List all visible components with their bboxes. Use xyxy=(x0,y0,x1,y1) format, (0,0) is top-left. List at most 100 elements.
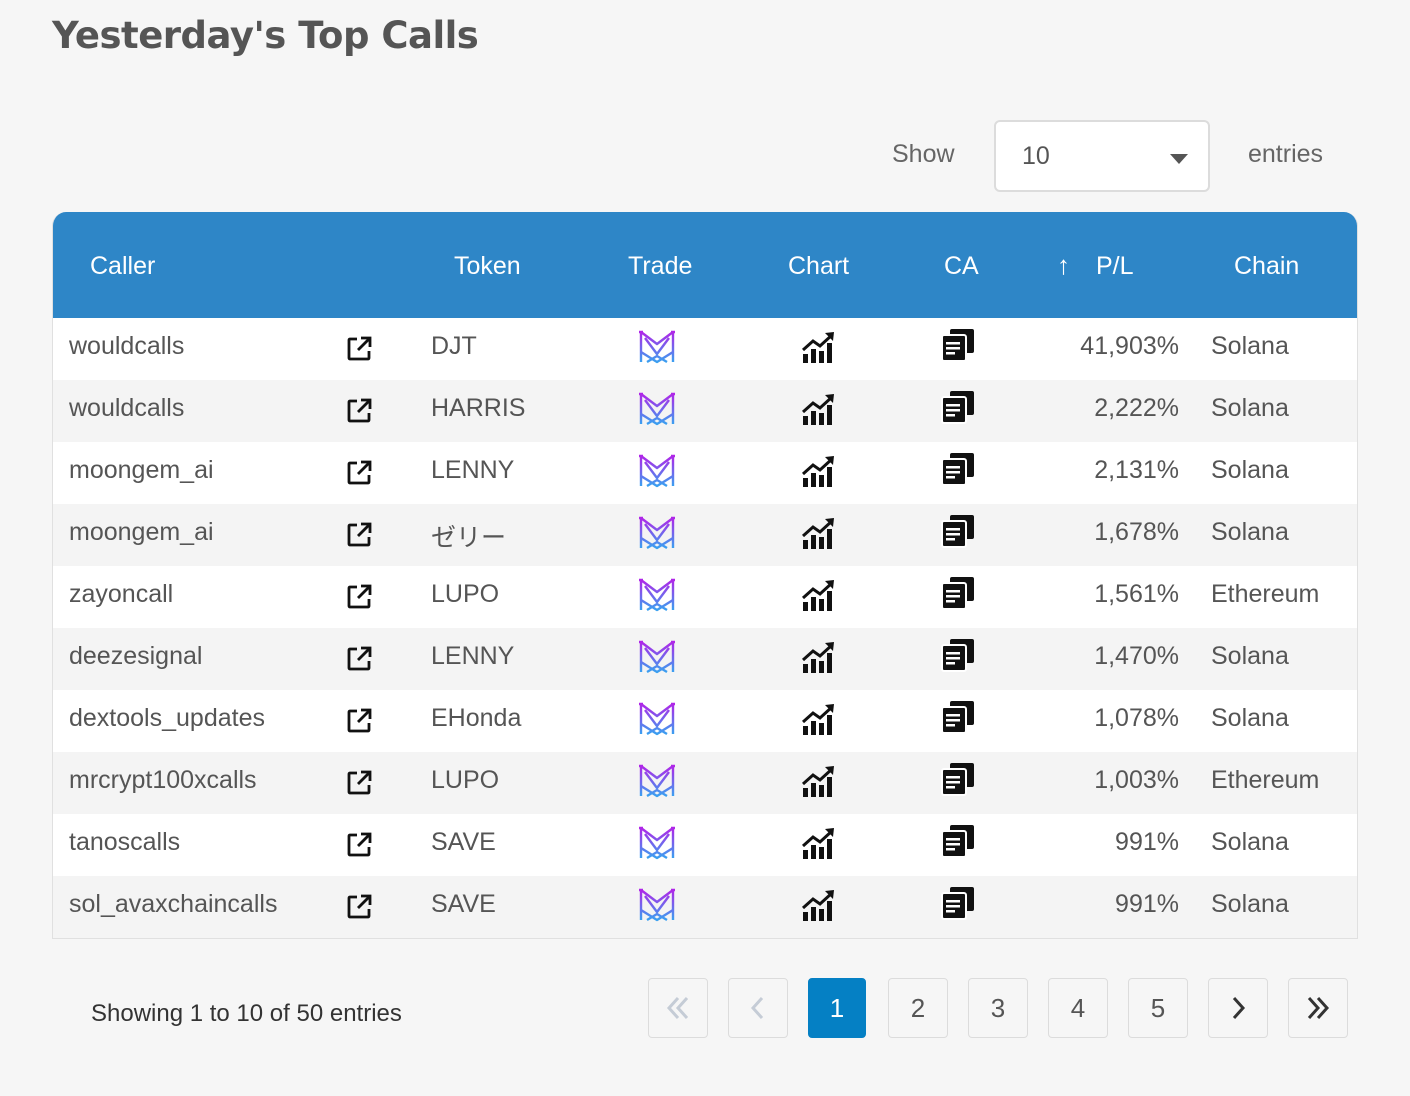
column-header-chain[interactable]: Chain xyxy=(1234,252,1300,280)
chain-name: Solana xyxy=(1211,332,1289,360)
trade-logo-icon[interactable] xyxy=(637,638,677,678)
chain-name: Solana xyxy=(1211,642,1289,670)
chart-growth-icon[interactable] xyxy=(801,454,835,488)
pl-value: 1,561% xyxy=(1094,580,1179,608)
trade-logo-icon[interactable] xyxy=(637,576,677,616)
pl-value: 991% xyxy=(1115,890,1179,918)
external-link-icon[interactable] xyxy=(345,397,373,425)
previous-page-icon xyxy=(750,996,764,1020)
pagination: 1 2 3 4 5 xyxy=(0,978,1410,1038)
external-link-icon[interactable] xyxy=(345,707,373,735)
column-header-pl[interactable]: P/L xyxy=(1096,252,1134,280)
table-row: dextools_updates EHonda 1,078% Solana xyxy=(53,690,1357,752)
pl-value: 2,131% xyxy=(1094,456,1179,484)
copy-icon[interactable] xyxy=(941,390,975,424)
token-name: DJT xyxy=(431,332,477,360)
caller-name: wouldcalls xyxy=(69,394,185,422)
copy-icon[interactable] xyxy=(941,700,975,734)
column-header-token[interactable]: Token xyxy=(454,252,521,280)
last-page-button[interactable] xyxy=(1288,978,1348,1038)
caller-name: moongem_ai xyxy=(69,518,214,546)
token-name: ゼリー xyxy=(431,524,507,552)
copy-icon[interactable] xyxy=(941,328,975,362)
next-page-button[interactable] xyxy=(1208,978,1268,1038)
external-link-icon[interactable] xyxy=(345,893,373,921)
caret-down-icon xyxy=(1170,154,1188,164)
column-header-chart[interactable]: Chart xyxy=(788,252,850,280)
copy-icon[interactable] xyxy=(941,638,975,672)
caller-name: wouldcalls xyxy=(69,332,185,360)
column-header-trade[interactable]: Trade xyxy=(628,252,693,280)
caller-name: mrcrypt100xcalls xyxy=(69,766,257,794)
pl-value: 1,078% xyxy=(1094,704,1179,732)
pl-value: 41,903% xyxy=(1080,332,1179,360)
copy-icon[interactable] xyxy=(941,576,975,610)
column-header-ca[interactable]: CA xyxy=(944,252,979,280)
table-row: tanoscalls SAVE 991% Solana xyxy=(53,814,1357,876)
external-link-icon[interactable] xyxy=(345,583,373,611)
chain-name: Solana xyxy=(1211,828,1289,856)
caller-name: moongem_ai xyxy=(69,456,214,484)
page-button-1[interactable]: 1 xyxy=(808,978,866,1038)
arrow-up-icon[interactable]: ↑ xyxy=(1057,250,1070,280)
first-page-button[interactable] xyxy=(648,978,708,1038)
page-button-5[interactable]: 5 xyxy=(1128,978,1188,1038)
chart-growth-icon[interactable] xyxy=(801,640,835,674)
trade-logo-icon[interactable] xyxy=(637,824,677,864)
copy-icon[interactable] xyxy=(941,452,975,486)
copy-icon[interactable] xyxy=(941,824,975,858)
chart-growth-icon[interactable] xyxy=(801,764,835,798)
pl-value: 1,470% xyxy=(1094,642,1179,670)
caller-name: zayoncall xyxy=(69,580,174,608)
chart-growth-icon[interactable] xyxy=(801,392,835,426)
caller-name: tanoscalls xyxy=(69,828,181,856)
chart-growth-icon[interactable] xyxy=(801,888,835,922)
entries-length-control: Show 10 entries xyxy=(0,120,1410,192)
pl-value: 1,003% xyxy=(1094,766,1179,794)
external-link-icon[interactable] xyxy=(345,831,373,859)
trade-logo-icon[interactable] xyxy=(637,452,677,492)
chart-growth-icon[interactable] xyxy=(801,702,835,736)
external-link-icon[interactable] xyxy=(345,521,373,549)
copy-icon[interactable] xyxy=(941,886,975,920)
external-link-icon[interactable] xyxy=(345,335,373,363)
last-page-icon xyxy=(1307,996,1330,1020)
copy-icon[interactable] xyxy=(941,514,975,548)
column-header-caller[interactable]: Caller xyxy=(90,252,156,280)
page-button-3[interactable]: 3 xyxy=(968,978,1028,1038)
table-body: wouldcalls DJT 41,903% Solana wouldcalls HARR… xyxy=(53,318,1357,938)
entries-per-page-value: 10 xyxy=(1022,142,1050,170)
page-button-4[interactable]: 4 xyxy=(1048,978,1108,1038)
copy-icon[interactable] xyxy=(941,762,975,796)
trade-logo-icon[interactable] xyxy=(637,328,677,368)
chain-name: Solana xyxy=(1211,704,1289,732)
table-row: mrcrypt100xcalls LUPO 1,003% Ethereum xyxy=(53,752,1357,814)
chart-growth-icon[interactable] xyxy=(801,516,835,550)
trade-logo-icon[interactable] xyxy=(637,886,677,926)
trade-logo-icon[interactable] xyxy=(637,514,677,554)
token-name: HARRIS xyxy=(431,394,526,422)
token-name: LENNY xyxy=(431,456,515,484)
table-info: Showing 1 to 10 of 50 entries xyxy=(91,1000,402,1027)
external-link-icon[interactable] xyxy=(345,645,373,673)
trade-logo-icon[interactable] xyxy=(637,700,677,740)
trade-logo-icon[interactable] xyxy=(637,762,677,802)
pl-value: 2,222% xyxy=(1094,394,1179,422)
table-row: deezesignal LENNY 1,470% Solana xyxy=(53,628,1357,690)
entries-per-page-select[interactable]: 10 xyxy=(994,120,1210,192)
chart-growth-icon[interactable] xyxy=(801,330,835,364)
page-button-2[interactable]: 2 xyxy=(888,978,948,1038)
caller-name: deezesignal xyxy=(69,642,203,670)
trade-logo-icon[interactable] xyxy=(637,390,677,430)
previous-page-button[interactable] xyxy=(728,978,788,1038)
top-calls-table: Caller Token Trade Chart CA ↑ P/L Chain … xyxy=(52,212,1358,939)
chart-growth-icon[interactable] xyxy=(801,578,835,612)
external-link-icon[interactable] xyxy=(345,769,373,797)
page-title: Yesterday's Top Calls xyxy=(52,14,479,57)
entries-label: entries xyxy=(1248,140,1324,168)
chart-growth-icon[interactable] xyxy=(801,826,835,860)
chain-name: Ethereum xyxy=(1211,766,1320,794)
chain-name: Solana xyxy=(1211,890,1289,918)
external-link-icon[interactable] xyxy=(345,459,373,487)
token-name: LENNY xyxy=(431,642,515,670)
